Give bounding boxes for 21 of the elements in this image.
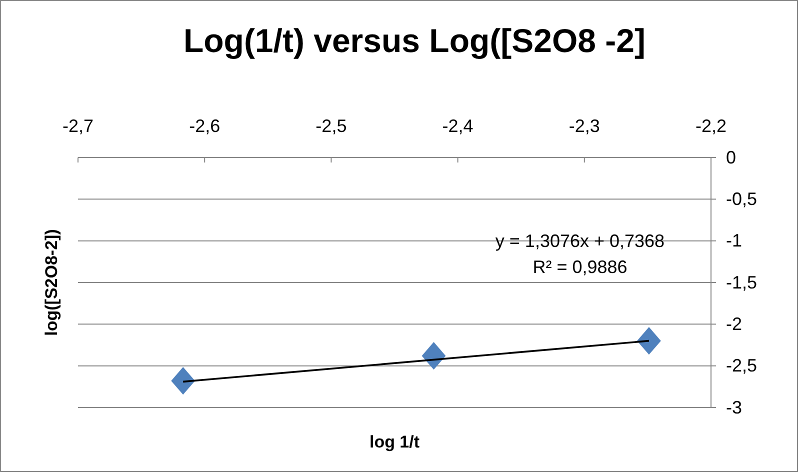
x-tick-label: -2,7 [62,116,94,136]
x-axis-title: log 1/t [369,432,420,452]
point [637,327,661,355]
y-tick-label: -3 [726,397,742,418]
annotation: y = 1,3076x + 0,7368 [495,231,665,251]
y-tick-label: -2,5 [726,356,758,376]
y-tick-label: -0,5 [726,188,758,209]
y-tick-label: -1 [726,230,742,251]
x-tick-label: -2,5 [316,116,347,136]
y-axis-title: log([S2O8-2]) [42,229,61,336]
x-tick-label: -2,4 [442,116,474,136]
x-tick-label: -2,6 [189,116,220,136]
point [171,367,196,395]
x-tick-label: -2,2 [695,116,727,136]
y-tick-label: -2 [726,314,742,334]
point [422,342,446,370]
annotation: R² = 0,9886 [532,257,628,277]
y-tick-label: 0 [726,147,736,168]
x-tick-label: -2,3 [568,116,600,136]
chart-title: Log(1/t) versus Log([S2O8 -2] [183,22,646,59]
y-tick-label: -1,5 [726,272,758,292]
